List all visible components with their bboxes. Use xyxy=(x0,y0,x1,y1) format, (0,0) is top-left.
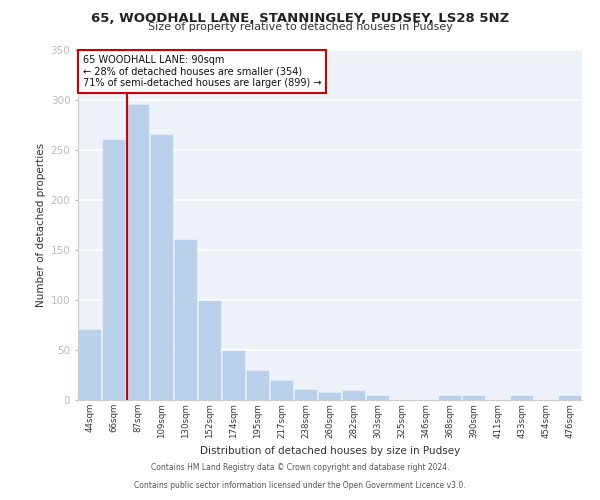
Bar xyxy=(175,240,197,400)
X-axis label: Distribution of detached houses by size in Pudsey: Distribution of detached houses by size … xyxy=(200,446,460,456)
Bar xyxy=(79,330,101,400)
Bar xyxy=(367,396,389,400)
Text: 65 WOODHALL LANE: 90sqm
← 28% of detached houses are smaller (354)
71% of semi-d: 65 WOODHALL LANE: 90sqm ← 28% of detache… xyxy=(83,55,322,88)
Bar xyxy=(319,393,341,400)
Bar xyxy=(127,105,149,400)
Bar xyxy=(271,381,293,400)
Bar xyxy=(247,371,269,400)
Bar xyxy=(559,396,581,400)
Bar xyxy=(439,396,461,400)
Text: Size of property relative to detached houses in Pudsey: Size of property relative to detached ho… xyxy=(148,22,452,32)
Text: Contains public sector information licensed under the Open Government Licence v3: Contains public sector information licen… xyxy=(134,481,466,490)
Bar xyxy=(103,140,125,400)
Bar xyxy=(343,391,365,400)
Bar xyxy=(511,396,533,400)
Text: 65, WOODHALL LANE, STANNINGLEY, PUDSEY, LS28 5NZ: 65, WOODHALL LANE, STANNINGLEY, PUDSEY, … xyxy=(91,12,509,26)
Bar xyxy=(463,396,485,400)
Y-axis label: Number of detached properties: Number of detached properties xyxy=(37,143,46,307)
Bar xyxy=(223,351,245,400)
Bar xyxy=(295,390,317,400)
Bar xyxy=(199,301,221,400)
Text: Contains HM Land Registry data © Crown copyright and database right 2024.: Contains HM Land Registry data © Crown c… xyxy=(151,464,449,472)
Bar xyxy=(151,135,173,400)
